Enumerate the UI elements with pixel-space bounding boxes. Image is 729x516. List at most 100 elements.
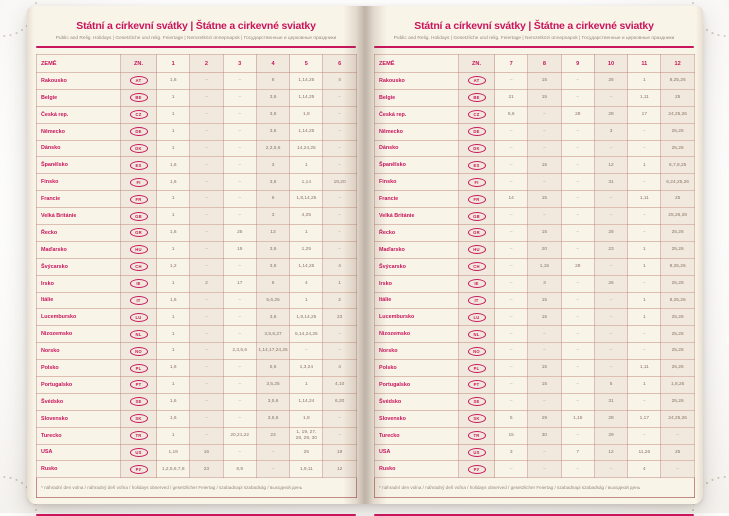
- code-cell: РУ: [458, 460, 495, 479]
- month-cell: –: [322, 240, 357, 259]
- month-cell: 16: [189, 443, 224, 462]
- month-cell: –: [493, 207, 529, 226]
- code-cell: DE: [458, 122, 495, 141]
- month-cell: 15: [527, 190, 562, 209]
- country-cell: Norsko: [36, 342, 121, 361]
- country-code-badge: DE: [129, 127, 148, 137]
- month-cell: 17: [222, 274, 257, 293]
- month-cell: 1,6: [155, 392, 191, 411]
- code-cell: IE: [120, 274, 157, 293]
- diary-page-left: Státní a církevní svátky | Štátne a cirk…: [27, 6, 365, 516]
- country-code-badge: SE: [129, 397, 148, 407]
- month-cell: –: [593, 342, 629, 361]
- country-code-badge: GR: [467, 228, 486, 238]
- country-cell: Velká Británie: [374, 207, 459, 226]
- month-cell: –: [493, 224, 529, 242]
- country-code-badge: SK: [129, 414, 148, 424]
- month-cell: –: [560, 342, 595, 361]
- month-cell: 4: [322, 359, 357, 378]
- country-code-badge: DE: [467, 127, 486, 137]
- month-cell: 25,26: [660, 308, 695, 327]
- month-cell: –: [493, 460, 529, 479]
- month-cell: –: [593, 359, 629, 378]
- month-cell: –: [493, 291, 529, 310]
- month-cell: 1: [155, 342, 191, 361]
- month-cell: 3,6: [255, 88, 291, 107]
- code-cell: HU: [120, 240, 157, 259]
- month-cell: 28: [560, 105, 595, 124]
- country-cell: Polsko: [374, 359, 459, 378]
- table-row: Německo DE 1– –3,6 1,14,25–: [36, 122, 357, 141]
- month-cell: 1: [627, 72, 662, 90]
- table-row: Rakousko AT –15–26 1 8,25,26: [374, 72, 695, 90]
- table-row: Rusko РУ 1,2,5,6,7,8 23 8,9–1,9,11 12: [36, 460, 357, 479]
- footnote: * náhradní den volna / náhradný deň voľn…: [36, 477, 357, 499]
- code-cell: SK: [458, 409, 495, 428]
- page-title: Státní a církevní svátky | Štátne a cirk…: [414, 20, 654, 32]
- table-row: Švédsko SE – – –31–25,26: [374, 392, 695, 411]
- code-cell: TR: [458, 426, 495, 445]
- month-cell: –: [189, 207, 224, 226]
- table-row: Norsko NO 1–2,3,5,6 1,14,17,24,25– –: [36, 342, 357, 361]
- month-cell: –: [560, 426, 595, 445]
- month-cell: 1,6: [155, 359, 191, 378]
- country-code-badge: NO: [129, 346, 148, 356]
- country-cell: Belgie: [374, 88, 459, 107]
- month-cell: 4: [627, 460, 662, 479]
- month-cell: –: [322, 207, 357, 226]
- month-cell: –: [593, 325, 629, 344]
- month-cell: –: [493, 122, 529, 141]
- month-cell: 5,14,24,25: [289, 325, 324, 344]
- month-cell: –: [222, 257, 257, 276]
- month-cell: 3,6: [255, 122, 291, 141]
- month-cell: –: [322, 325, 357, 344]
- month-cell: 29: [593, 426, 629, 445]
- month-cell: 25,26: [660, 139, 695, 158]
- table-row: Turecko TR 15 30–29– –: [374, 426, 695, 445]
- table-row: Portugalsko PT 1– –3,5,25 1 4,10: [36, 376, 357, 394]
- page-subtitle: Public and Relig. Holidays | Gesetzliche…: [55, 36, 337, 41]
- month-cell: –: [627, 325, 662, 344]
- month-cell: –: [527, 443, 562, 462]
- code-cell: GB: [458, 207, 495, 226]
- code-cell: NO: [120, 342, 157, 361]
- month-cell: 4,25: [289, 207, 324, 226]
- country-cell: Švédsko: [36, 392, 121, 411]
- header-month: 11: [627, 54, 662, 73]
- table-row: Slovensko SK 5 29 1,15 28 1,17 24,25,26: [374, 409, 695, 428]
- month-cell: –: [560, 156, 595, 175]
- table-body: Rakousko AT –15–26 1 8,25,26 Belgie BE 21 15– –1,…: [374, 72, 695, 479]
- month-cell: –: [627, 207, 662, 226]
- month-cell: 15: [527, 376, 562, 394]
- country-code-badge: IT: [129, 296, 148, 306]
- month-cell: 1: [155, 325, 191, 344]
- month-cell: –: [493, 257, 529, 276]
- month-cell: 3,6: [255, 173, 291, 192]
- month-cell: 20: [527, 240, 562, 259]
- month-cell: 25: [660, 443, 695, 462]
- month-cell: 1: [289, 291, 324, 310]
- month-cell: –: [189, 88, 224, 107]
- table-body: Rakousko AT 1,6– –6 1,14,25 4 Belgie BE 1– –3,6 1,…: [36, 72, 357, 479]
- month-cell: –: [560, 224, 595, 242]
- country-cell: Polsko: [36, 359, 121, 378]
- country-code-badge: ES: [129, 160, 148, 170]
- month-cell: 1: [289, 156, 324, 175]
- month-cell: 3,6: [255, 308, 291, 327]
- holidays-table-jan-jun: ZEMĚ ZN. 1 2 3 4 5 6 Rakousko AT 1,6– –6 1,1…: [36, 54, 357, 499]
- page-subtitle: Public and Relig. Holidays | Gesetzliche…: [393, 36, 675, 41]
- month-cell: 23: [255, 426, 291, 445]
- month-cell: –: [560, 190, 595, 209]
- country-cell: USA: [374, 443, 459, 462]
- month-cell: –: [222, 308, 257, 327]
- month-cell: 28: [593, 409, 629, 428]
- country-cell: Česká rep.: [374, 105, 459, 124]
- month-cell: –: [189, 139, 224, 158]
- table-row: Lucembursko LU –15– –1 25,26: [374, 308, 695, 327]
- country-code-badge: SE: [467, 397, 486, 407]
- table-row: Španělsko ES 1,6– –3 1–: [36, 156, 357, 175]
- country-cell: Nizozemsko: [36, 325, 121, 344]
- month-cell: 28: [560, 257, 595, 276]
- country-cell: Irsko: [36, 274, 121, 293]
- month-cell: –: [189, 325, 224, 344]
